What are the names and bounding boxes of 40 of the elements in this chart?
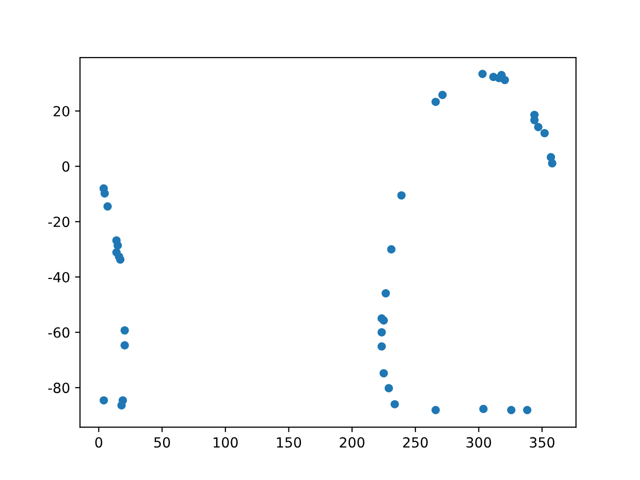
point bbox=[523, 406, 532, 414]
y-tick-label: 20 bbox=[54, 106, 70, 116]
point bbox=[103, 202, 112, 211]
point bbox=[120, 326, 129, 335]
point bbox=[507, 406, 516, 414]
x-tick-label: 0 bbox=[95, 437, 102, 448]
point bbox=[382, 289, 390, 298]
point bbox=[380, 369, 388, 378]
point bbox=[534, 122, 542, 132]
x-tick-label: 50 bbox=[154, 437, 170, 448]
y-tick-label: -80 bbox=[48, 382, 70, 394]
point bbox=[100, 189, 109, 198]
y-tick-label: 0 bbox=[62, 161, 70, 172]
point bbox=[479, 404, 488, 414]
point bbox=[378, 328, 386, 336]
y-tick-label: -40 bbox=[48, 272, 70, 282]
x-tick-label: 250 bbox=[403, 437, 428, 448]
point bbox=[431, 98, 440, 106]
x-tick-label: 200 bbox=[340, 437, 364, 448]
point bbox=[384, 384, 393, 392]
point bbox=[387, 245, 396, 254]
y-tick-label: -20 bbox=[48, 216, 70, 228]
point bbox=[548, 159, 556, 168]
point bbox=[500, 76, 509, 84]
x-tick-label: 100 bbox=[214, 437, 238, 448]
x-tick-label: 300 bbox=[466, 437, 492, 448]
x-tick-label: 350 bbox=[530, 437, 554, 448]
x-tick-label: 150 bbox=[277, 437, 302, 448]
point bbox=[397, 191, 406, 200]
point bbox=[378, 342, 386, 351]
point bbox=[120, 341, 129, 350]
point bbox=[114, 241, 122, 250]
point bbox=[431, 406, 440, 414]
point bbox=[438, 90, 447, 100]
point bbox=[390, 400, 399, 408]
point bbox=[540, 128, 549, 138]
point bbox=[478, 70, 487, 78]
point bbox=[100, 396, 108, 405]
y-tick-label: -60 bbox=[48, 327, 70, 338]
point bbox=[117, 401, 126, 410]
